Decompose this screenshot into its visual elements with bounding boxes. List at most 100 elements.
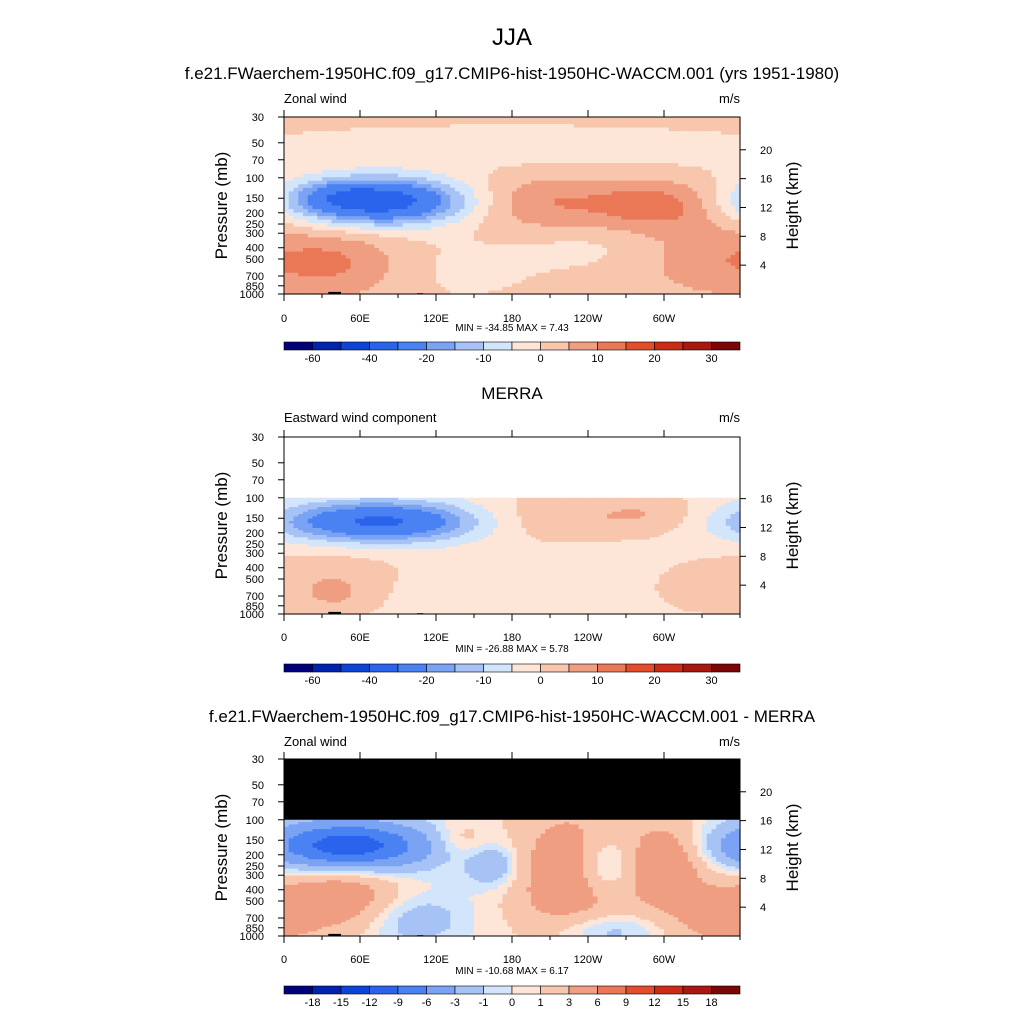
contour-cell	[298, 219, 304, 224]
contour-cell	[288, 237, 295, 242]
contour-cell	[697, 145, 703, 150]
contour-cell	[630, 201, 637, 207]
contour-cell	[526, 184, 532, 189]
contour-cell	[616, 497, 622, 501]
contour-cell	[559, 170, 565, 175]
contour-cell	[464, 212, 470, 217]
contour-cell	[412, 120, 418, 125]
contour-cell	[683, 269, 689, 274]
contour-cell	[540, 283, 546, 288]
contour-cell	[664, 240, 670, 246]
contour-cell	[298, 209, 304, 214]
contour-cell	[545, 194, 551, 200]
contour-cell	[607, 184, 613, 189]
contour-cell	[402, 251, 409, 256]
contour-cell	[417, 240, 423, 246]
contour-cell	[531, 159, 537, 164]
contour-cell	[426, 237, 432, 242]
contour-cell	[607, 173, 613, 178]
contour-cell	[711, 226, 717, 231]
contour-cell	[668, 124, 675, 129]
contour-cell	[673, 279, 679, 284]
contour-cell	[540, 152, 546, 157]
contour-cell	[426, 209, 432, 214]
contour-cell	[730, 262, 736, 267]
contour-cell	[502, 279, 508, 284]
contour-cell	[607, 201, 613, 207]
contour-cell	[402, 177, 409, 182]
contour-cell	[616, 269, 622, 274]
contour-cell	[526, 138, 532, 143]
contour-cell	[564, 258, 570, 263]
contour-cell	[388, 258, 394, 263]
contour-cell	[725, 262, 732, 267]
contour-cell	[583, 134, 589, 139]
contour-cell	[602, 120, 608, 125]
contour-cell	[573, 131, 580, 136]
contour-cell	[326, 177, 333, 182]
contour-cell	[402, 258, 409, 263]
contour-cell	[369, 269, 375, 274]
contour-cell	[635, 233, 641, 238]
contour-cell	[350, 286, 356, 292]
contour-cell	[393, 124, 399, 129]
contour-cell	[540, 127, 546, 132]
contour-cell	[469, 265, 475, 270]
contour-cell	[369, 155, 375, 161]
contour-cell	[607, 127, 613, 132]
contour-cell	[621, 177, 627, 182]
contour-cell	[621, 272, 627, 277]
contour-cell	[464, 194, 470, 200]
contour-cell	[649, 290, 656, 295]
contour-cell	[393, 155, 399, 161]
contour-cell	[464, 134, 470, 139]
contour-cell	[421, 265, 428, 270]
contour-cell	[635, 283, 641, 288]
contour-cell	[288, 194, 295, 200]
contour-cell	[398, 152, 404, 157]
contour-cell	[635, 152, 641, 157]
contour-cell	[412, 163, 418, 168]
contour-cell	[322, 212, 328, 217]
contour-cell	[426, 244, 432, 249]
contour-cell	[554, 138, 561, 143]
contour-cell	[402, 272, 409, 277]
contour-cell	[421, 262, 428, 267]
contour-cell	[483, 272, 489, 277]
contour-cell	[284, 279, 290, 284]
contour-cell	[469, 184, 475, 189]
contour-cell	[545, 184, 551, 189]
contour-cell	[440, 226, 447, 231]
contour-cell	[497, 233, 504, 238]
contour-cell	[317, 290, 323, 295]
contour-cell	[440, 216, 447, 221]
contour-cell	[626, 127, 632, 132]
contour-cell	[341, 166, 347, 171]
contour-cell	[459, 290, 466, 295]
contour-cell	[583, 194, 589, 200]
contour-cell	[350, 237, 356, 242]
contour-cell	[673, 247, 679, 253]
contour-cell	[531, 272, 537, 277]
contour-cell	[493, 212, 499, 217]
contour-cell	[298, 272, 304, 277]
contour-cell	[554, 152, 561, 157]
contour-cell	[635, 191, 641, 196]
contour-cell	[483, 141, 489, 146]
contour-cell	[588, 290, 594, 295]
contour-cell	[592, 159, 599, 164]
contour-cell	[692, 148, 698, 153]
contour-cell	[345, 244, 352, 249]
contour-cell	[654, 205, 660, 210]
contour-cell	[326, 283, 333, 288]
contour-cell	[616, 262, 622, 267]
contour-cell	[635, 163, 641, 168]
contour-cell	[374, 269, 380, 274]
min-max-stats: MIN = -34.85 MAX = 7.43	[455, 323, 569, 334]
contour-cell	[559, 155, 565, 161]
contour-cell	[645, 272, 651, 277]
contour-cell	[326, 247, 333, 253]
colorbar-box	[426, 341, 456, 351]
contour-cell	[554, 205, 561, 210]
contour-cell	[654, 265, 660, 270]
